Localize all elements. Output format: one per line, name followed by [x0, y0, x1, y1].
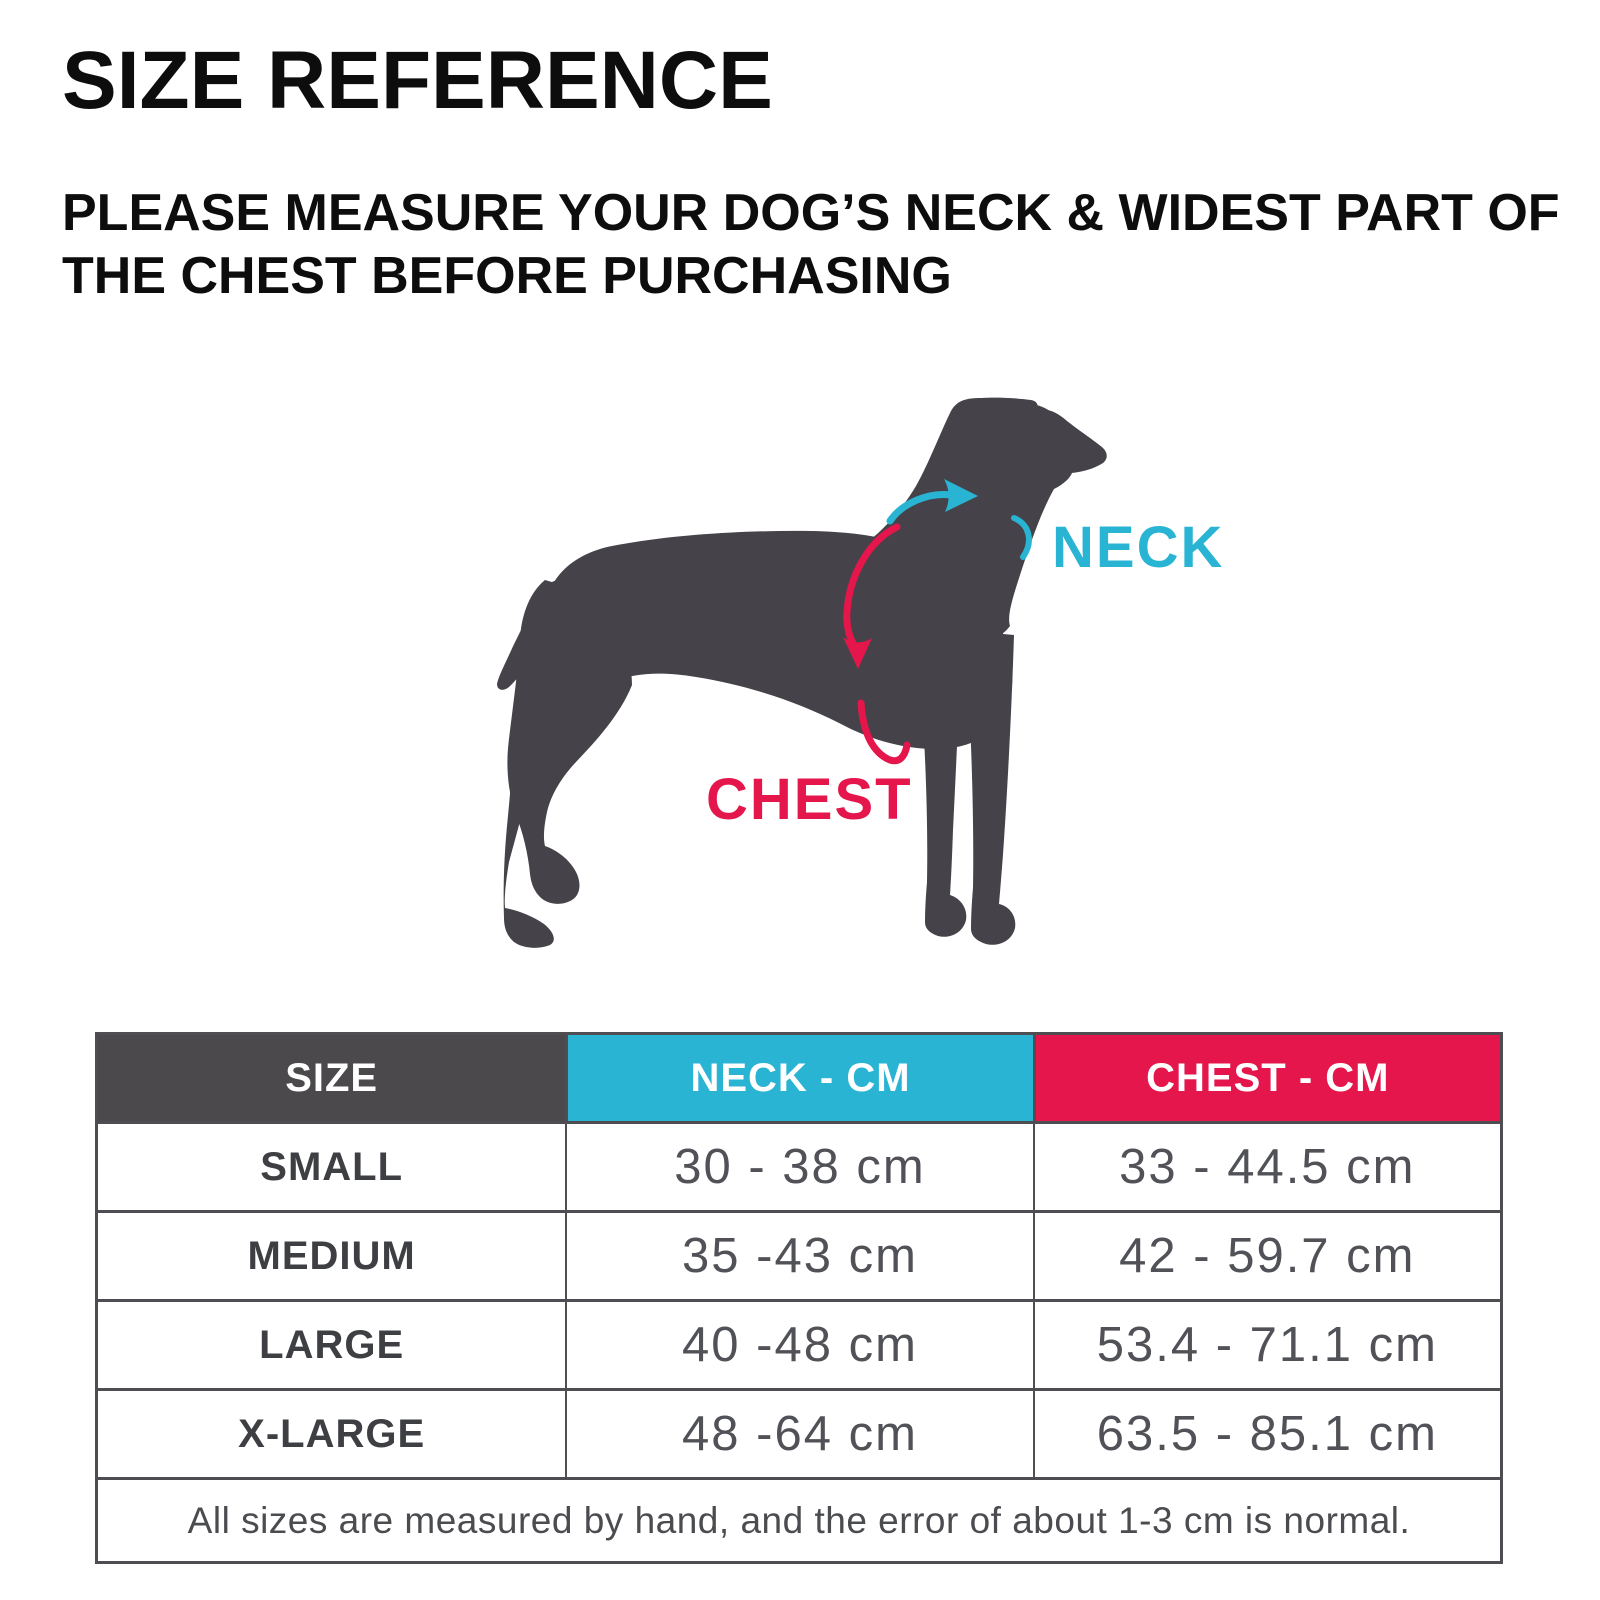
column-header-size: SIZE: [98, 1035, 566, 1121]
dog-front-leg-near: [960, 630, 1016, 945]
chest-cell: 63.5 - 85.1 cm: [1032, 1388, 1500, 1477]
page-subtitle: PLEASE MEASURE YOUR DOG’S NECK & WIDEST …: [62, 182, 1560, 309]
chest-cell: 42 - 59.7 cm: [1032, 1210, 1500, 1299]
table-note: All sizes are measured by hand, and the …: [98, 1477, 1500, 1561]
dog-silhouette: [497, 397, 1107, 948]
dog-silhouette-illustration: [497, 397, 1107, 948]
page-subtitle-line2: THE CHEST BEFORE PURCHASING: [62, 247, 952, 306]
dog-rear-leg-far: [503, 660, 554, 948]
column-header-chest: CHEST - CM: [1032, 1035, 1500, 1121]
neck-cell: 40 -48 cm: [565, 1299, 1033, 1388]
chest-cell: 53.4 - 71.1 cm: [1032, 1299, 1500, 1388]
table-row-xlarge: X-LARGE 48 -64 cm 63.5 - 85.1 cm: [98, 1388, 1500, 1477]
size-table-header-row: SIZE NECK - CM CHEST - CM: [98, 1035, 1500, 1121]
neck-cell: 35 -43 cm: [565, 1210, 1033, 1299]
size-table: SIZE NECK - CM CHEST - CM SMALL 30 - 38 …: [95, 1032, 1503, 1564]
page-title: SIZE REFERENCE: [62, 35, 773, 126]
dog-head: [857, 397, 1107, 650]
neck-label: NECK: [1052, 515, 1225, 580]
column-header-neck: NECK - CM: [565, 1035, 1033, 1121]
size-cell: MEDIUM: [98, 1210, 566, 1299]
chest-label: CHEST: [706, 767, 913, 832]
neck-cell: 30 - 38 cm: [565, 1121, 1033, 1210]
dog-measurement-diagram: NECK CHEST: [497, 397, 1225, 948]
table-row-medium: MEDIUM 35 -43 cm 42 - 59.7 cm: [98, 1210, 1500, 1299]
dog-front-leg-far: [912, 640, 967, 937]
size-cell: LARGE: [98, 1299, 566, 1388]
size-cell: X-LARGE: [98, 1388, 566, 1477]
chest-cell: 33 - 44.5 cm: [1032, 1121, 1500, 1210]
dog-rear-leg-near: [507, 580, 632, 904]
table-row-large: LARGE 40 -48 cm 53.4 - 71.1 cm: [98, 1299, 1500, 1388]
neck-measure-arrow-icon: [886, 479, 1032, 560]
neck-cell: 48 -64 cm: [565, 1388, 1033, 1477]
table-row-small: SMALL 30 - 38 cm 33 - 44.5 cm: [98, 1121, 1500, 1210]
dog-ear: [1028, 404, 1066, 453]
size-cell: SMALL: [98, 1121, 566, 1210]
chest-measure-arrow-icon: [843, 523, 911, 765]
page-subtitle-line1: PLEASE MEASURE YOUR DOG’S NECK & WIDEST …: [62, 184, 1560, 242]
